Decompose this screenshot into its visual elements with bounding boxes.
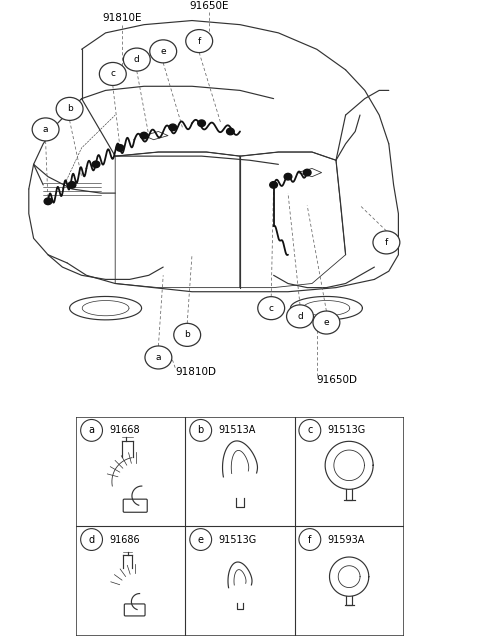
Text: 91513G: 91513G [327,426,366,435]
Text: e: e [160,47,166,56]
Text: 91513G: 91513G [218,535,256,544]
Text: 91650D: 91650D [317,375,358,385]
Text: b: b [184,331,190,340]
Text: f: f [308,535,312,544]
Circle shape [56,98,83,121]
Circle shape [303,169,311,176]
Text: c: c [269,304,274,313]
Circle shape [190,528,212,550]
Text: 91668: 91668 [109,426,140,435]
Circle shape [150,40,177,63]
Text: 91686: 91686 [109,535,140,544]
Text: d: d [88,535,95,544]
Text: d: d [297,312,303,321]
Circle shape [299,528,321,550]
Circle shape [373,231,400,254]
Text: e: e [324,318,329,327]
Text: 91810E: 91810E [103,13,142,24]
Circle shape [258,297,285,320]
Text: 91810D: 91810D [175,367,216,377]
Circle shape [145,346,172,369]
Text: a: a [156,353,161,362]
Circle shape [198,120,205,126]
Circle shape [81,528,103,550]
Circle shape [169,124,177,131]
Circle shape [68,182,76,188]
Text: b: b [67,105,72,114]
Circle shape [284,173,292,180]
Circle shape [140,132,148,139]
Circle shape [44,198,52,205]
Text: d: d [134,55,140,64]
Text: f: f [198,37,201,46]
Circle shape [32,118,59,141]
Circle shape [174,324,201,347]
Text: 91593A: 91593A [327,535,365,544]
Circle shape [123,48,150,71]
Circle shape [99,62,126,85]
Circle shape [313,311,340,334]
Circle shape [227,128,234,135]
Text: 91650E: 91650E [189,1,228,11]
FancyBboxPatch shape [123,499,147,512]
Circle shape [190,419,212,441]
Text: a: a [89,426,95,435]
Text: c: c [110,69,115,78]
Circle shape [299,419,321,441]
Circle shape [186,30,213,53]
Text: a: a [43,125,48,134]
FancyBboxPatch shape [124,604,145,616]
Text: b: b [198,426,204,435]
Text: c: c [307,426,312,435]
Circle shape [270,182,277,188]
Circle shape [92,161,100,168]
Circle shape [116,144,124,152]
Text: f: f [385,238,388,247]
Text: 91513A: 91513A [218,426,255,435]
Circle shape [81,419,103,441]
Text: e: e [198,535,204,544]
Circle shape [287,305,313,328]
